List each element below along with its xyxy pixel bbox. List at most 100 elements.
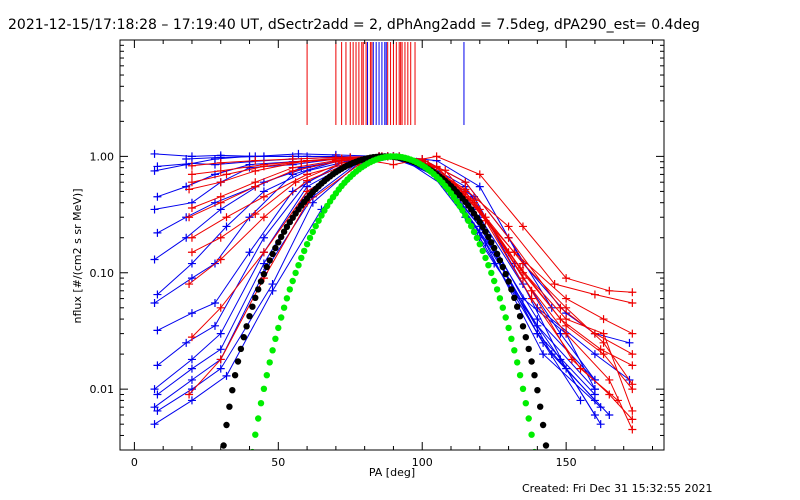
series-27-point-1: [216, 166, 225, 175]
series-9-point-2: [210, 298, 219, 307]
series-13-point-1: [187, 375, 196, 384]
series-8-point-9: [533, 315, 542, 324]
green-curve-point-18: [301, 247, 308, 255]
black-curve-point-112: [542, 442, 550, 449]
black-curve-point-101: [511, 294, 518, 301]
black-curve-point-107: [528, 358, 535, 365]
series-27-point-3: [303, 156, 312, 165]
series-15-point-1: [187, 396, 196, 405]
series-12-point-2: [216, 345, 225, 354]
series-22-point-10: [599, 350, 608, 359]
series-line-11: [154, 155, 596, 390]
series-23-point-10: [599, 329, 608, 338]
black-curve-point-95: [493, 250, 501, 258]
series-14-point-2: [216, 364, 225, 373]
series-10-point-3: [259, 233, 268, 242]
series-8-point-0: [150, 298, 159, 307]
series-8-point-10: [590, 375, 599, 384]
green-curve-point-86: [496, 295, 504, 302]
green-curve-point-87: [499, 304, 506, 311]
black-curve-point-110: [537, 403, 544, 410]
green-curve-point-77: [470, 228, 478, 236]
series-17-point-1: [216, 158, 225, 167]
series-27-point-11: [628, 288, 637, 297]
series-19-point-2: [251, 166, 260, 175]
black-curve-point-13: [257, 278, 265, 285]
black-curve-point-103: [516, 313, 524, 320]
green-curve-point-10: [278, 314, 285, 321]
series-7-point-9: [533, 303, 542, 312]
black-curve-point-1: [223, 421, 230, 429]
series-line-22: [191, 155, 633, 390]
series-22-point-0: [187, 233, 196, 242]
black-curve-point-10: [249, 303, 256, 310]
series-25-point-8: [527, 286, 536, 295]
series-11-point-10: [590, 385, 599, 394]
series-23-point-0: [187, 248, 196, 257]
series-15-point-9: [556, 355, 565, 364]
series-14-point-9: [547, 350, 556, 359]
series-21-point-3: [288, 166, 297, 175]
series-9-point-4: [288, 187, 297, 196]
x-tick-label-3: 150: [556, 456, 577, 469]
black-curve-point-104: [519, 323, 527, 330]
series-9-point-1: [187, 309, 196, 318]
series-4-point-3: [245, 163, 254, 172]
series-8-point-1: [187, 274, 196, 283]
series-24-point-10: [605, 375, 614, 384]
green-curve-point-82: [485, 262, 492, 269]
series-26-point-7: [481, 216, 490, 225]
series-16-point-11: [625, 338, 634, 347]
series-10-point-1: [182, 338, 191, 347]
green-curve-point-80: [479, 247, 486, 255]
series-line-27: [191, 155, 633, 293]
green-curve-point-79: [476, 241, 483, 248]
black-curve-point-89: [476, 218, 483, 226]
black-curve-point-108: [531, 372, 538, 379]
green-curve-point-20: [306, 234, 314, 242]
series-16-point-2: [259, 152, 268, 161]
series-9-point-3: [245, 248, 254, 257]
series-20-point-11: [628, 329, 637, 338]
series-10-point-2: [210, 321, 219, 330]
series-19-point-10: [590, 290, 599, 299]
series-7-point-2: [222, 222, 231, 231]
series-16-point-7: [475, 182, 484, 191]
series-17-point-8: [504, 233, 513, 242]
y-axis-label: nflux [#/(cm2 s sr MeV)]: [71, 189, 84, 324]
x-tick-label-1: 50: [271, 456, 285, 469]
green-curve-point-73: [459, 207, 466, 214]
series-26-point-9: [576, 364, 585, 373]
x-tick-label-2: 100: [412, 456, 433, 469]
series-12-point-0: [153, 390, 162, 399]
green-curve-point-89: [505, 324, 512, 332]
series-23-point-9: [562, 315, 571, 324]
series-3-point-0: [153, 192, 162, 201]
series-27-point-6: [432, 152, 441, 161]
series-19-point-1: [216, 178, 225, 187]
model-curves: [220, 153, 550, 450]
marker-lines: [306, 42, 465, 125]
series-15-point-8: [490, 259, 499, 268]
black-curve-point-91: [482, 228, 489, 235]
green-curve-point-5: [263, 372, 270, 379]
series-21-point-9: [562, 303, 571, 312]
series-25-point-0: [187, 333, 196, 342]
series-11-point-0: [150, 385, 159, 394]
series-13-point-10: [596, 403, 605, 412]
black-curve-point-14: [260, 270, 268, 278]
black-curve-point-92: [485, 233, 492, 241]
series-15-point-10: [596, 420, 605, 429]
series-24-point-1: [216, 255, 225, 264]
y-tick-label-2: 1.00: [90, 150, 115, 163]
series-20-point-9: [562, 294, 571, 303]
black-curve-point-3: [229, 387, 236, 394]
series-14-point-0: [153, 406, 162, 415]
series-21-point-4: [331, 157, 340, 166]
series-18-point-0: [187, 178, 196, 187]
black-curve-point-18: [272, 244, 279, 252]
black-curve-point-4: [231, 372, 239, 379]
series-12-point-1: [187, 364, 196, 373]
created-timestamp: Created: Fri Dec 31 15:32:55 2021: [522, 482, 713, 495]
black-curve-point-2: [226, 403, 233, 410]
